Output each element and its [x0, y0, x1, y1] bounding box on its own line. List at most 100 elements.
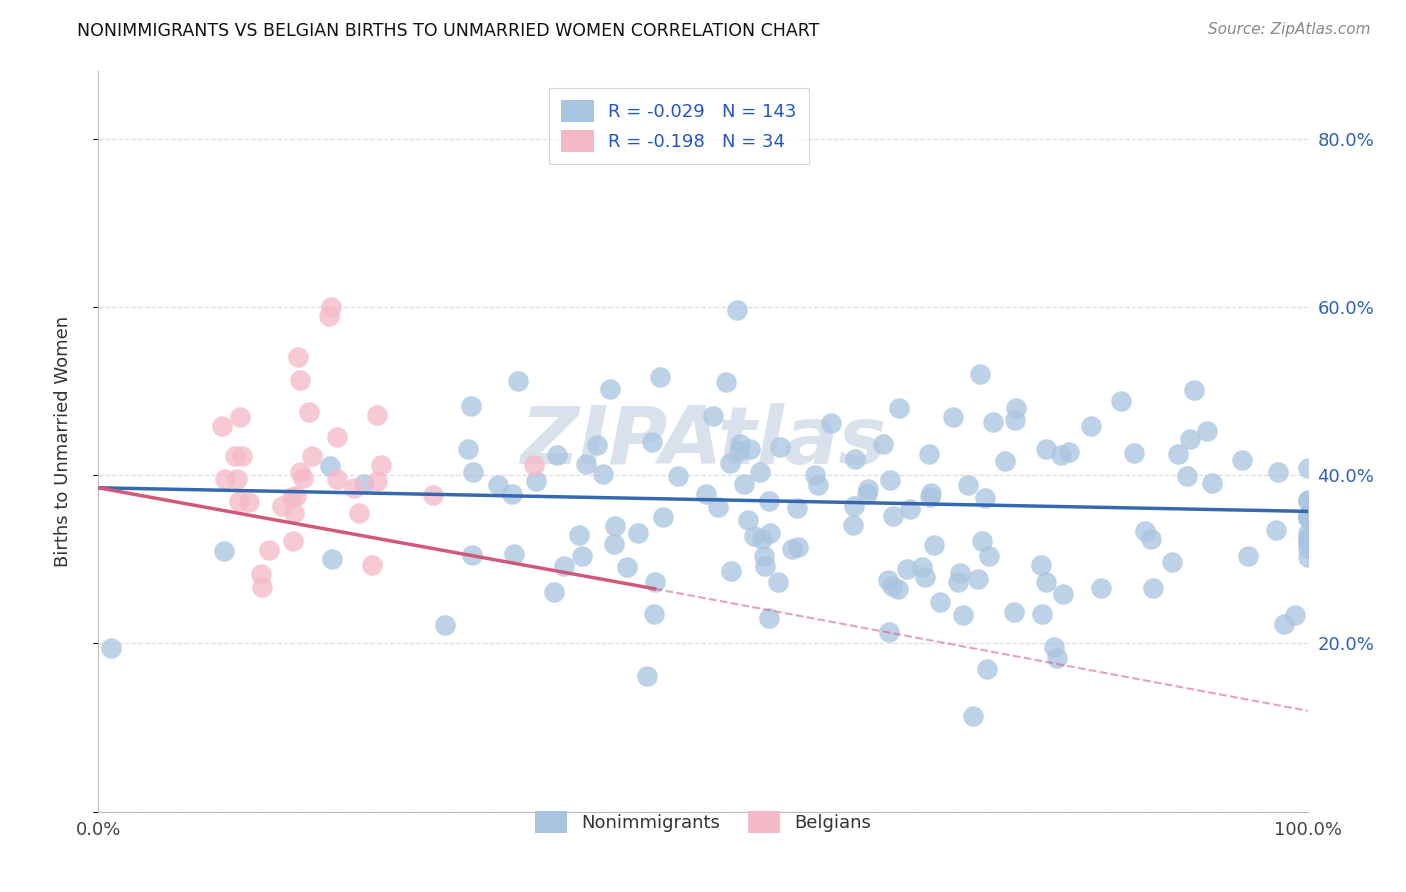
Nonimmigrants [1160, 555, 1182, 569]
Nonimmigrants [524, 475, 547, 489]
Nonimmigrants [543, 584, 565, 599]
Nonimmigrants [981, 415, 1004, 429]
Nonimmigrants [759, 526, 782, 541]
Nonimmigrants [1178, 432, 1201, 446]
Nonimmigrants [605, 519, 627, 533]
Nonimmigrants [911, 560, 934, 574]
Nonimmigrants [754, 559, 776, 574]
Nonimmigrants [1142, 581, 1164, 595]
Legend: Nonimmigrants, Belgians: Nonimmigrants, Belgians [520, 797, 886, 847]
Nonimmigrants [460, 399, 482, 413]
Nonimmigrants [508, 374, 530, 388]
Nonimmigrants [1284, 608, 1306, 623]
Nonimmigrants [1184, 384, 1206, 398]
Belgians [366, 408, 388, 422]
Nonimmigrants [974, 491, 997, 505]
Nonimmigrants [962, 709, 984, 723]
Belgians [292, 471, 315, 485]
Belgians [211, 418, 233, 433]
Nonimmigrants [1296, 535, 1319, 549]
Nonimmigrants [979, 549, 1001, 563]
Nonimmigrants [571, 549, 593, 564]
Nonimmigrants [586, 438, 609, 452]
Nonimmigrants [100, 640, 122, 655]
Text: ZIPAtlas: ZIPAtlas [520, 402, 886, 481]
Belgians [228, 494, 250, 508]
Nonimmigrants [1031, 607, 1053, 622]
Nonimmigrants [877, 624, 900, 639]
Nonimmigrants [969, 367, 991, 381]
Nonimmigrants [1296, 531, 1319, 545]
Nonimmigrants [616, 560, 638, 574]
Nonimmigrants [463, 465, 485, 479]
Belgians [326, 472, 349, 486]
Belgians [297, 405, 319, 419]
Nonimmigrants [766, 575, 789, 590]
Nonimmigrants [553, 559, 575, 574]
Nonimmigrants [728, 444, 751, 458]
Text: Source: ZipAtlas.com: Source: ZipAtlas.com [1208, 22, 1371, 37]
Nonimmigrants [1140, 533, 1163, 547]
Nonimmigrants [754, 549, 776, 563]
Belgians [361, 558, 384, 572]
Nonimmigrants [976, 662, 998, 676]
Nonimmigrants [856, 482, 879, 496]
Belgians [224, 449, 246, 463]
Belgians [321, 300, 343, 314]
Nonimmigrants [887, 582, 910, 596]
Nonimmigrants [643, 607, 665, 621]
Belgians [288, 373, 311, 387]
Nonimmigrants [641, 434, 664, 449]
Nonimmigrants [1296, 532, 1319, 546]
Nonimmigrants [1267, 465, 1289, 479]
Belgians [523, 458, 546, 472]
Nonimmigrants [949, 566, 972, 580]
Nonimmigrants [457, 442, 479, 457]
Belgians [238, 494, 260, 508]
Nonimmigrants [942, 410, 965, 425]
Nonimmigrants [769, 440, 792, 454]
Nonimmigrants [844, 451, 866, 466]
Nonimmigrants [1296, 494, 1319, 508]
Nonimmigrants [920, 486, 942, 500]
Nonimmigrants [1296, 541, 1319, 555]
Nonimmigrants [994, 453, 1017, 467]
Nonimmigrants [804, 468, 827, 483]
Nonimmigrants [592, 467, 614, 482]
Nonimmigrants [879, 473, 901, 487]
Nonimmigrants [780, 541, 803, 556]
Nonimmigrants [742, 528, 765, 542]
Belgians [326, 430, 349, 444]
Nonimmigrants [1050, 448, 1073, 462]
Nonimmigrants [918, 447, 941, 461]
Belgians [281, 533, 304, 548]
Nonimmigrants [807, 478, 830, 492]
Nonimmigrants [546, 448, 568, 462]
Text: NONIMMIGRANTS VS BELGIAN BIRTHS TO UNMARRIED WOMEN CORRELATION CHART: NONIMMIGRANTS VS BELGIAN BIRTHS TO UNMAR… [77, 22, 820, 40]
Nonimmigrants [1265, 524, 1288, 538]
Nonimmigrants [648, 370, 671, 384]
Nonimmigrants [820, 416, 842, 430]
Nonimmigrants [1029, 558, 1052, 572]
Nonimmigrants [212, 544, 235, 558]
Nonimmigrants [946, 575, 969, 590]
Nonimmigrants [353, 477, 375, 491]
Nonimmigrants [714, 376, 737, 390]
Nonimmigrants [636, 669, 658, 683]
Nonimmigrants [702, 409, 724, 424]
Nonimmigrants [1090, 581, 1112, 595]
Nonimmigrants [486, 478, 509, 492]
Nonimmigrants [1004, 412, 1026, 426]
Nonimmigrants [666, 469, 689, 483]
Nonimmigrants [627, 526, 650, 541]
Nonimmigrants [319, 459, 342, 474]
Nonimmigrants [1002, 606, 1025, 620]
Nonimmigrants [758, 494, 780, 508]
Belgians [283, 506, 305, 520]
Belgians [370, 458, 392, 472]
Nonimmigrants [730, 437, 752, 451]
Nonimmigrants [966, 572, 988, 586]
Nonimmigrants [1004, 401, 1026, 415]
Belgians [318, 309, 340, 323]
Nonimmigrants [1296, 509, 1319, 524]
